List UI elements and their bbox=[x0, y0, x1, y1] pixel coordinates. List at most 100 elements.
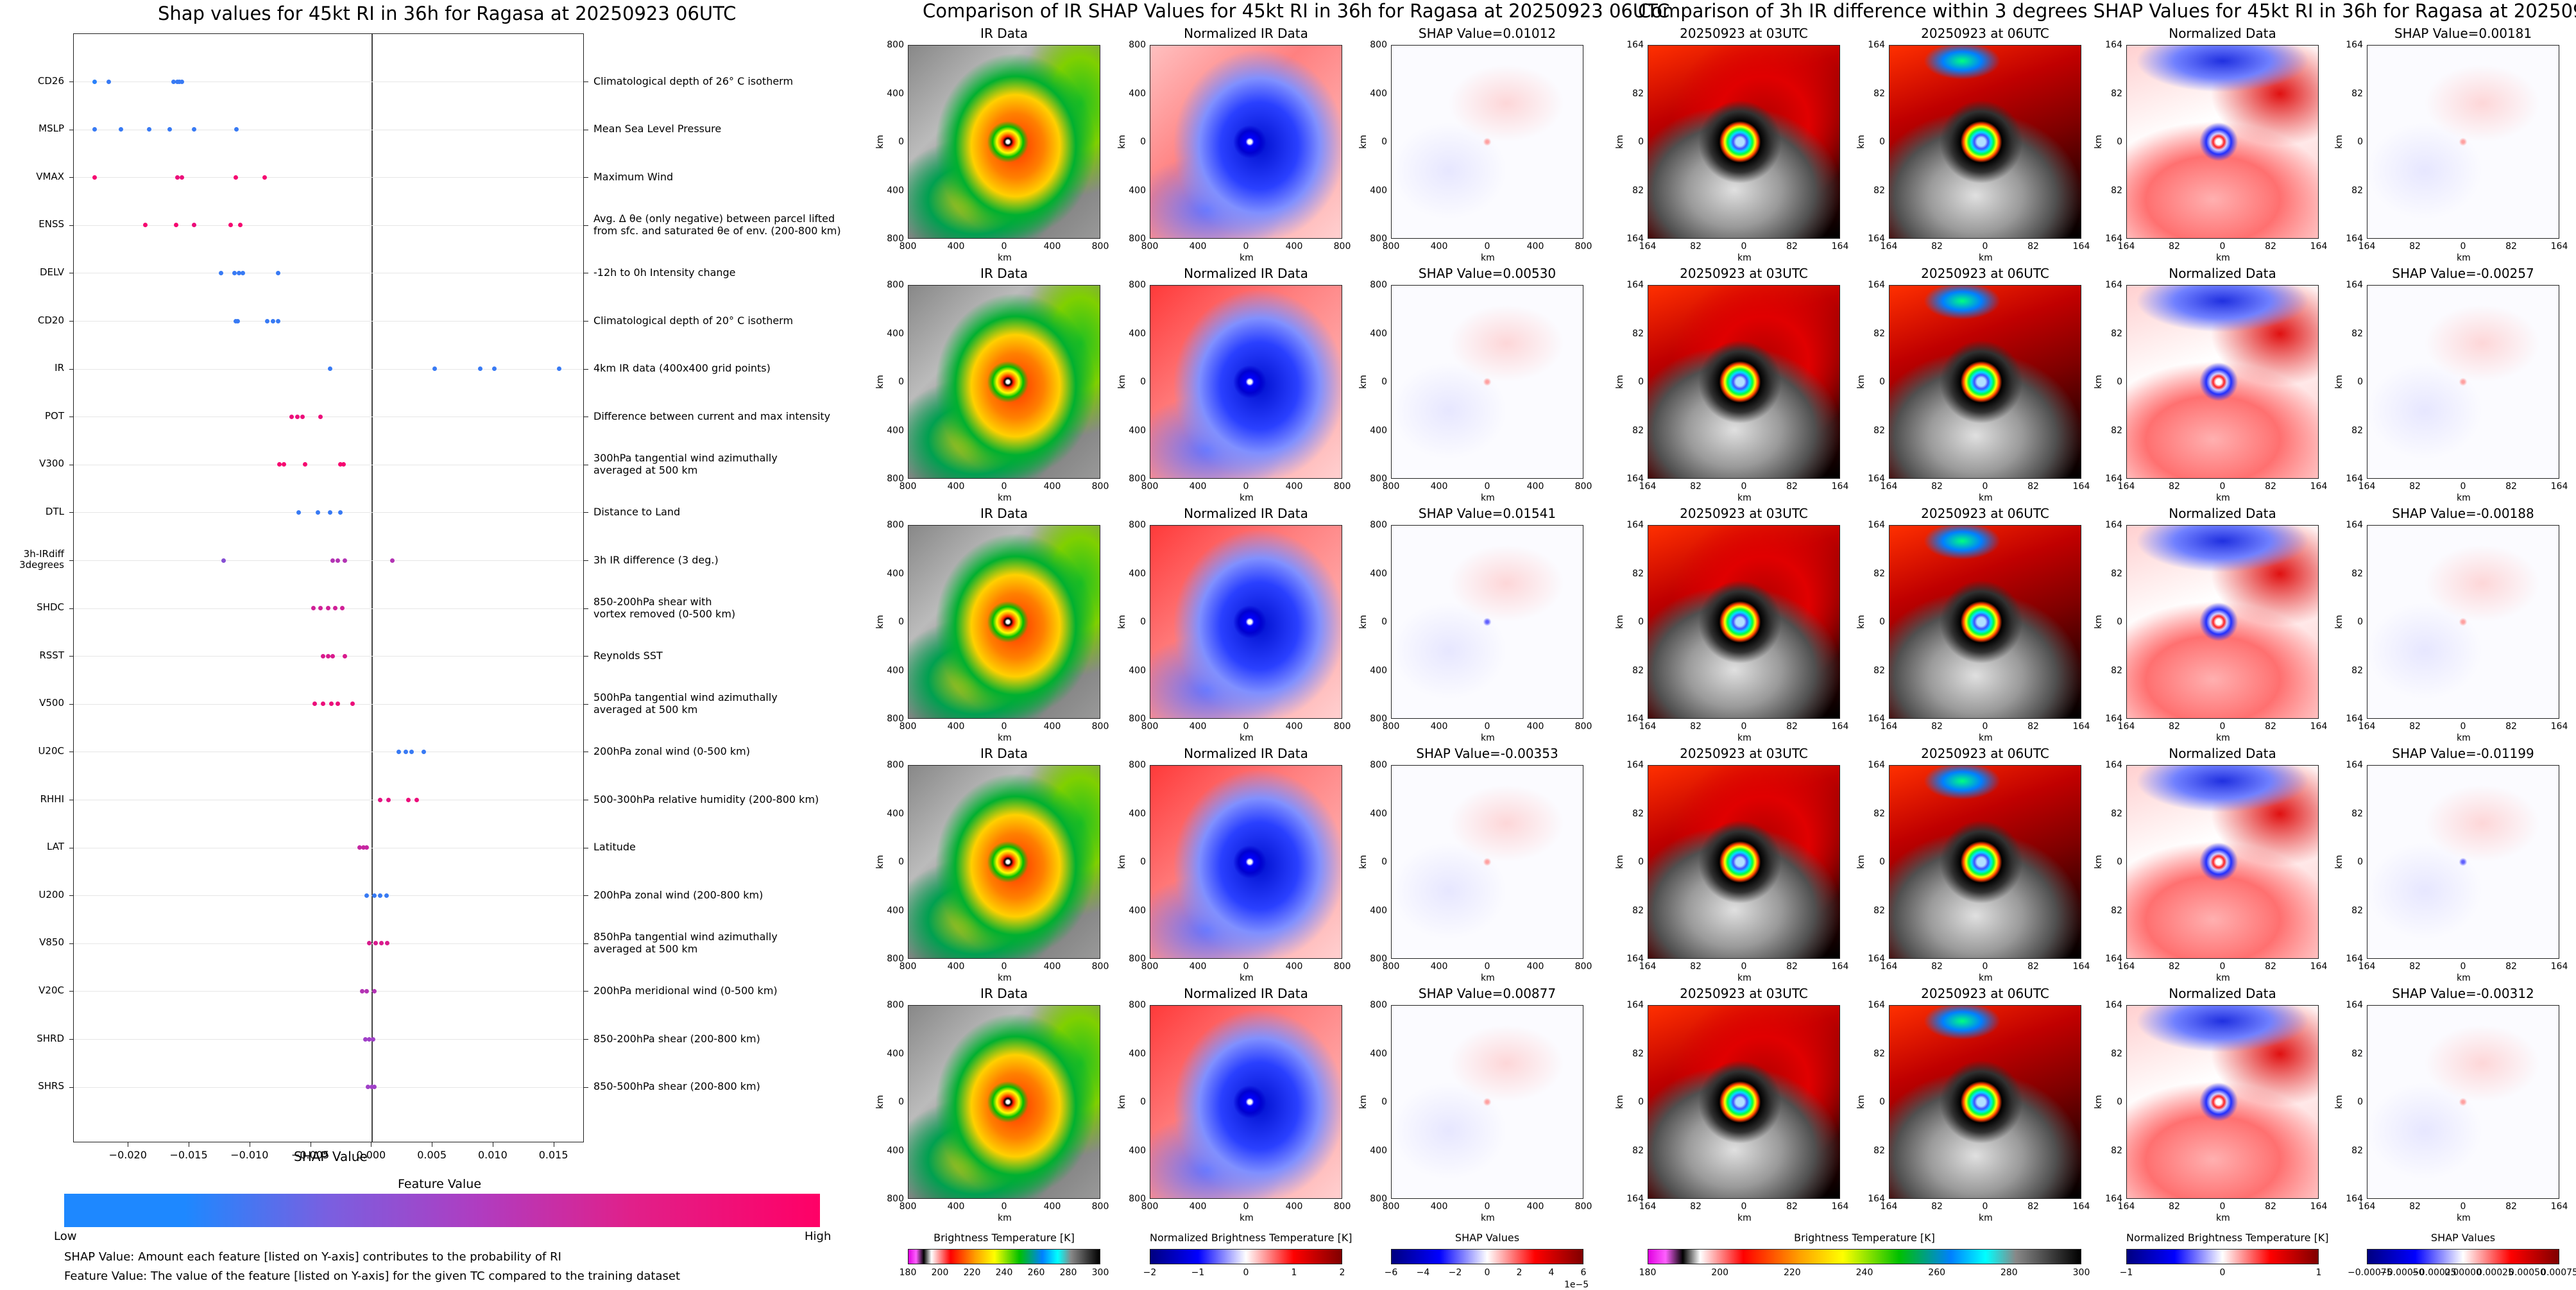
feature-label: DTL bbox=[45, 505, 64, 517]
image-panel bbox=[1889, 285, 2081, 479]
panel-title: 20250923 at 06UTC bbox=[1921, 26, 2049, 41]
panel-y-tick: 82 bbox=[2111, 425, 2122, 436]
panel-x-tick: 400 bbox=[1189, 1201, 1207, 1212]
panel-y-tick: 164 bbox=[1626, 520, 1644, 530]
panel-x-tick: 0 bbox=[1982, 241, 1988, 252]
panel-x-tick: 0 bbox=[1484, 481, 1490, 492]
panel-x-tick: 400 bbox=[1526, 1201, 1544, 1212]
panel-x-tick: 800 bbox=[1574, 481, 1592, 492]
image-panel bbox=[1150, 525, 1342, 719]
panel-y-tick: 164 bbox=[1626, 760, 1644, 770]
panel-y-tick: 0 bbox=[1638, 617, 1644, 627]
panel-y-label: km bbox=[1116, 615, 1127, 629]
panel-y-tick: 164 bbox=[1868, 1194, 1885, 1204]
panel-x-tick: 164 bbox=[2072, 1201, 2090, 1212]
panel-y-tick: 82 bbox=[2351, 1145, 2363, 1156]
panel-y-tick: 164 bbox=[2346, 40, 2363, 50]
panel-title: IR Data bbox=[980, 506, 1028, 521]
panel-y-tick: 164 bbox=[1868, 714, 1885, 724]
colorbar-tick: 280 bbox=[2000, 1268, 2018, 1278]
panel-x-tick: 82 bbox=[2265, 241, 2276, 252]
panel-x-tick: 0 bbox=[1741, 241, 1747, 252]
panel-x-tick: 0 bbox=[1243, 1201, 1249, 1212]
shap-point bbox=[92, 127, 97, 132]
panel-y-label: km bbox=[1116, 855, 1127, 869]
panel-y-tick: 164 bbox=[2105, 1194, 2122, 1204]
panel-x-tick: 0 bbox=[1484, 241, 1490, 252]
panel-y-tick: 164 bbox=[2105, 474, 2122, 484]
panel-x-tick: 400 bbox=[1285, 481, 1303, 492]
panel-y-tick: 800 bbox=[887, 1000, 904, 1010]
x-tick-label: 0.000 bbox=[356, 1149, 386, 1161]
panel-x-tick: 0 bbox=[2460, 961, 2466, 972]
panel-y-label: km bbox=[2093, 375, 2104, 389]
panel-y-tick: 82 bbox=[1632, 425, 1644, 436]
panel-title: SHAP Value=-0.00353 bbox=[1416, 746, 1558, 761]
panel-x-label: km bbox=[998, 733, 1012, 743]
legend-low-label: Low bbox=[54, 1230, 77, 1243]
panel-x-tick: 800 bbox=[899, 481, 917, 492]
panel-title: Normalized Data bbox=[2169, 986, 2276, 1001]
panel-y-tick: 82 bbox=[2351, 905, 2363, 916]
colorbar-tick: 280 bbox=[1059, 1268, 1077, 1278]
panel-y-tick: 400 bbox=[1370, 665, 1387, 676]
shap-point bbox=[167, 127, 173, 132]
shap-point bbox=[192, 223, 197, 228]
panel-y-tick: 0 bbox=[2117, 617, 2122, 627]
panel-title: SHAP Value=0.01541 bbox=[1418, 506, 1557, 521]
panel-y-tick: 82 bbox=[2111, 88, 2122, 99]
colorbar-tick: 220 bbox=[963, 1268, 981, 1278]
feature-label: LAT bbox=[47, 841, 64, 853]
panel-y-label: km bbox=[874, 855, 885, 869]
panel-title: SHAP Value=-0.00188 bbox=[2392, 506, 2534, 521]
colorbar bbox=[1648, 1249, 2081, 1264]
image-panel bbox=[1648, 525, 1840, 719]
shap-point bbox=[92, 79, 97, 84]
feature-description: 4km IR data (400x400 grid points) bbox=[593, 362, 771, 375]
colorbar-tick: 240 bbox=[995, 1268, 1013, 1278]
image-panel bbox=[2126, 765, 2319, 959]
panel-y-tick: 82 bbox=[2111, 808, 2122, 819]
panel-y-tick: 400 bbox=[887, 185, 904, 196]
panel-y-tick: 400 bbox=[887, 425, 904, 436]
colorbar-tick: 180 bbox=[1639, 1268, 1657, 1278]
feature-label: ENSS bbox=[38, 218, 64, 230]
feature-desc-tick bbox=[583, 560, 588, 561]
shap-point bbox=[379, 941, 384, 946]
panel-y-tick: 800 bbox=[887, 234, 904, 244]
panel-y-tick: 0 bbox=[2357, 137, 2363, 147]
panel-y-tick: 164 bbox=[2105, 520, 2122, 530]
feature-description: Distance to Land bbox=[593, 505, 681, 518]
panel-x-label: km bbox=[1979, 493, 1993, 503]
shap-point bbox=[373, 941, 378, 946]
feature-description: 850hPa tangential wind azimuthally averag… bbox=[593, 930, 778, 955]
zero-line bbox=[371, 34, 373, 1142]
shap-point bbox=[378, 893, 383, 898]
feature-gridline bbox=[74, 1087, 583, 1088]
feature-label: SHRS bbox=[38, 1080, 64, 1092]
panel-x-tick: 164 bbox=[2310, 721, 2328, 732]
feature-tick bbox=[69, 991, 74, 992]
shap-point bbox=[367, 1036, 372, 1042]
shap-point bbox=[107, 79, 112, 84]
x-tick-label: −0.010 bbox=[230, 1149, 269, 1161]
image-panel bbox=[908, 765, 1100, 959]
panel-x-tick: 800 bbox=[1141, 721, 1159, 732]
panel-y-tick: 0 bbox=[1879, 857, 1885, 867]
panel-y-tick: 400 bbox=[1129, 665, 1146, 676]
panel-y-tick: 82 bbox=[1873, 185, 1885, 196]
panel-x-tick: 400 bbox=[1189, 241, 1207, 252]
colorbar-tick: 240 bbox=[1855, 1268, 1873, 1278]
colorbar-tick: −6 bbox=[1384, 1268, 1398, 1278]
colorbar-tick: 1 bbox=[1291, 1268, 1297, 1278]
panel-y-tick: 400 bbox=[887, 568, 904, 579]
panel-x-tick: 164 bbox=[1831, 1201, 1849, 1212]
panel-x-label: km bbox=[998, 1213, 1012, 1223]
panel-y-tick: 0 bbox=[898, 377, 904, 387]
shap-point bbox=[318, 414, 323, 419]
panel-y-tick: 164 bbox=[1626, 280, 1644, 290]
panel-x-tick: 164 bbox=[2358, 481, 2376, 492]
panel-y-tick: 0 bbox=[1638, 1097, 1644, 1107]
image-panel bbox=[2367, 45, 2559, 239]
panel-x-tick: 0 bbox=[2460, 721, 2466, 732]
